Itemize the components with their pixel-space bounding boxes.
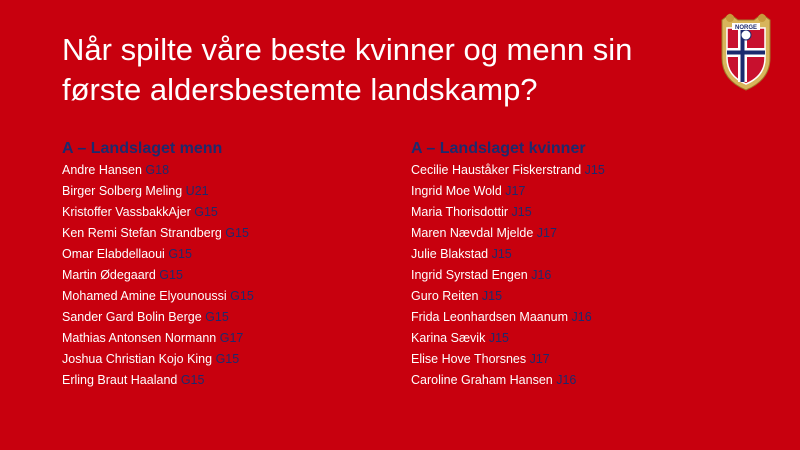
player-name: Mathias Antonsen Normann bbox=[62, 331, 220, 345]
player-name: Sander Gard Bolin Berge bbox=[62, 310, 206, 324]
player-name: Martin Ødegaard bbox=[62, 268, 160, 282]
player-age-group: J15 bbox=[481, 289, 503, 303]
player-row: Caroline Graham Hansen J16 bbox=[411, 370, 605, 391]
player-age-group: U21 bbox=[185, 184, 209, 198]
player-age-group: G15 bbox=[205, 310, 229, 324]
player-name: Cecilie Hauståker Fiskerstrand bbox=[411, 163, 585, 177]
player-age-group: J16 bbox=[531, 268, 552, 282]
player-row: Mathias Antonsen Normann G17 bbox=[62, 328, 254, 349]
men-heading: A – Landslaget menn bbox=[62, 140, 223, 157]
player-name: Erling Braut Haaland bbox=[62, 373, 181, 387]
men-column: A – Landslaget menn Andre Hansen G18 Birg… bbox=[62, 138, 254, 391]
logo-text: NORGE bbox=[735, 25, 757, 31]
player-age-group: J17 bbox=[529, 352, 550, 366]
player-age-group: G15 bbox=[215, 352, 240, 366]
player-name: Maren Nævdal Mjelde bbox=[411, 226, 537, 240]
player-row: Elise Hove Thorsnes J17 bbox=[411, 349, 605, 370]
player-age-group: J17 bbox=[505, 184, 526, 198]
player-age-group: G15 bbox=[225, 226, 249, 240]
player-row: Kristoffer VassbakkAjer G15 bbox=[62, 202, 254, 223]
player-age-group: G15 bbox=[159, 268, 183, 282]
player-name: Mohamed Amine Elyounoussi bbox=[62, 289, 231, 303]
women-column: A – Landslaget kvinner Cecilie Hauståker… bbox=[411, 138, 605, 391]
title-line: Når spilte våre beste kvinner og menn si… bbox=[62, 32, 633, 67]
player-row: Maria Thorisdottir J15 bbox=[411, 202, 605, 223]
player-row: Birger Solberg Meling U21 bbox=[62, 181, 254, 202]
player-row: Joshua Christian Kojo King G15 bbox=[62, 349, 254, 370]
player-age-group: J17 bbox=[536, 226, 557, 240]
player-name: Caroline Graham Hansen bbox=[411, 373, 557, 387]
player-name: Maria Thorisdottir bbox=[411, 205, 512, 219]
player-age-group: G15 bbox=[180, 373, 205, 387]
title-line: første aldersbestemte landskamp? bbox=[62, 72, 538, 107]
player-name: Karina Sævik bbox=[411, 331, 489, 345]
player-name: Birger Solberg Meling bbox=[62, 184, 186, 198]
player-row: Omar Elabdellaoui G15 bbox=[62, 244, 254, 265]
player-row: Ingrid Syrstad Engen J16 bbox=[411, 265, 605, 286]
player-age-group: J15 bbox=[488, 331, 509, 345]
player-row: Maren Nævdal Mjelde J17 bbox=[411, 223, 605, 244]
player-name: Julie Blakstad bbox=[411, 247, 492, 261]
women-player-list: Cecilie Hauståker Fiskerstrand J15 Ingrid… bbox=[411, 160, 605, 391]
player-age-group: G15 bbox=[194, 205, 218, 219]
nff-crest-logo: NORGE bbox=[721, 13, 771, 91]
player-age-group: G17 bbox=[219, 331, 244, 345]
player-age-group: G15 bbox=[168, 247, 192, 261]
player-row: Ken Remi Stefan Strandberg G15 bbox=[62, 223, 254, 244]
player-row: Sander Gard Bolin Berge G15 bbox=[62, 307, 254, 328]
player-age-group: J15 bbox=[491, 247, 512, 261]
slide-title: Når spilte våre beste kvinner og menn si… bbox=[62, 30, 682, 110]
player-age-group: J16 bbox=[556, 373, 577, 387]
player-age-group: J16 bbox=[571, 310, 592, 324]
player-name: Guro Reiten bbox=[411, 289, 482, 303]
player-name: Frida Leonhardsen Maanum bbox=[411, 310, 572, 324]
player-row: Mohamed Amine Elyounoussi G15 bbox=[62, 286, 254, 307]
player-name: Kristoffer VassbakkAjer bbox=[62, 205, 195, 219]
player-row: Martin Ødegaard G15 bbox=[62, 265, 254, 286]
men-player-list: Andre Hansen G18 Birger Solberg Meling U2… bbox=[62, 160, 254, 391]
player-age-group: G18 bbox=[145, 163, 170, 177]
player-name: Joshua Christian Kojo King bbox=[62, 352, 216, 366]
player-row: Cecilie Hauståker Fiskerstrand J15 bbox=[411, 160, 605, 181]
player-row: Karina Sævik J15 bbox=[411, 328, 605, 349]
player-row: Erling Braut Haaland G15 bbox=[62, 370, 254, 391]
player-name: Ingrid Moe Wold bbox=[411, 184, 506, 198]
player-row: Ingrid Moe Wold J17 bbox=[411, 181, 605, 202]
player-age-group: J15 bbox=[584, 163, 605, 177]
player-name: Andre Hansen bbox=[62, 163, 146, 177]
player-row: Frida Leonhardsen Maanum J16 bbox=[411, 307, 605, 328]
player-age-group: G15 bbox=[230, 289, 254, 303]
player-name: Elise Hove Thorsnes bbox=[411, 352, 530, 366]
player-name: Omar Elabdellaoui bbox=[62, 247, 169, 261]
player-row: Guro Reiten J15 bbox=[411, 286, 605, 307]
player-name: Ken Remi Stefan Strandberg bbox=[62, 226, 226, 240]
player-age-group: J15 bbox=[511, 205, 532, 219]
women-heading: A – Landslaget kvinner bbox=[411, 140, 586, 157]
player-row: Andre Hansen G18 bbox=[62, 160, 254, 181]
player-row: Julie Blakstad J15 bbox=[411, 244, 605, 265]
player-name: Ingrid Syrstad Engen bbox=[411, 268, 532, 282]
